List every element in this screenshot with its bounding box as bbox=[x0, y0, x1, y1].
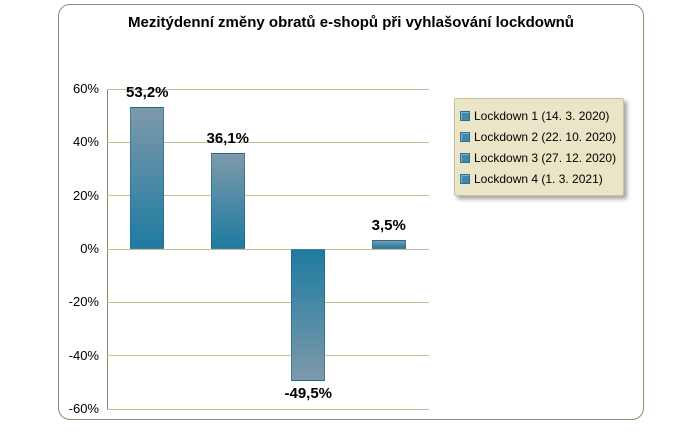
legend-item-label: Lockdown 4 (1. 3. 2021) bbox=[474, 171, 603, 186]
bar bbox=[371, 239, 406, 249]
y-tick-label: -60% bbox=[68, 401, 99, 416]
chart-frame: Mezitýdenní změny obratů e-shopů při vyh… bbox=[58, 4, 644, 420]
legend-marker-icon bbox=[460, 152, 470, 163]
legend-item: Lockdown 1 (14. 3. 2020) bbox=[460, 105, 618, 126]
bar-value-label: 36,1% bbox=[206, 129, 250, 147]
y-tick-label: 0% bbox=[80, 241, 99, 256]
legend-item-label: Lockdown 2 (22. 10. 2020) bbox=[474, 129, 617, 144]
legend-item: Lockdown 3 (27. 12. 2020) bbox=[460, 147, 618, 168]
gridline bbox=[107, 195, 429, 197]
legend-marker-icon bbox=[460, 173, 470, 184]
y-tick-label: 20% bbox=[72, 187, 99, 203]
bar-value-label: 3,5% bbox=[371, 216, 406, 234]
legend-item: Lockdown 2 (22. 10. 2020) bbox=[460, 126, 618, 147]
bar bbox=[291, 249, 326, 381]
gridline bbox=[107, 248, 429, 250]
bar bbox=[210, 152, 245, 249]
bar bbox=[130, 107, 165, 249]
gridline bbox=[107, 408, 429, 410]
plot-area: 53,2% 36,1% -49,5% 3,5% bbox=[107, 84, 429, 410]
legend-item: Lockdown 4 (1. 3. 2021) bbox=[460, 168, 618, 189]
legend: Lockdown 1 (14. 3. 2020) Lockdown 2 (22. … bbox=[454, 98, 624, 196]
y-tick-label: 40% bbox=[72, 134, 99, 150]
gridline bbox=[107, 301, 429, 303]
bar-value-label: 53,2% bbox=[125, 84, 169, 102]
bar-value-label: -49,5% bbox=[284, 385, 333, 402]
legend-marker-icon bbox=[460, 131, 470, 142]
chart-title: Mezitýdenní změny obratů e-shopů při vyh… bbox=[128, 14, 574, 31]
gridline bbox=[107, 88, 429, 90]
y-tick-label: 60% bbox=[72, 81, 99, 96]
gridline bbox=[107, 141, 429, 143]
legend-item-label: Lockdown 1 (14. 3. 2020) bbox=[474, 108, 610, 123]
legend-marker-icon bbox=[460, 110, 470, 121]
gridline bbox=[107, 355, 429, 357]
y-tick-label: -20% bbox=[68, 294, 99, 310]
legend-item-label: Lockdown 3 (27. 12. 2020) bbox=[474, 150, 617, 165]
y-tick-label: -40% bbox=[68, 347, 99, 363]
